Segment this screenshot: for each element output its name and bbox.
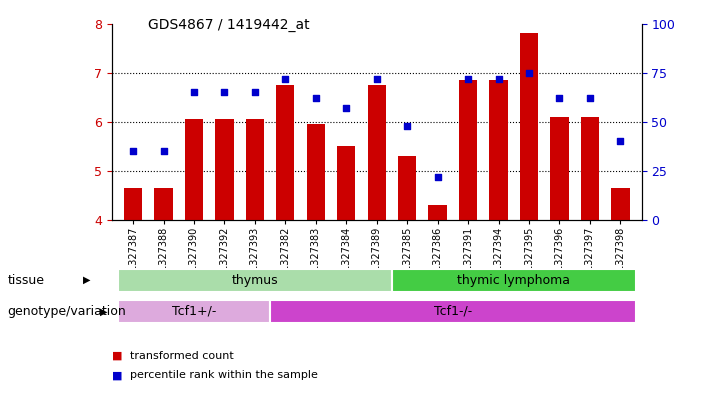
Bar xyxy=(154,188,172,220)
Point xyxy=(249,89,261,95)
Text: thymic lymphoma: thymic lymphoma xyxy=(457,274,570,286)
Bar xyxy=(306,124,325,220)
Text: ▶: ▶ xyxy=(100,307,107,317)
Bar xyxy=(398,156,416,220)
Text: thymus: thymus xyxy=(231,274,278,286)
Bar xyxy=(392,268,636,292)
Bar xyxy=(276,85,294,220)
Point xyxy=(158,148,169,154)
Text: Tcf1+/-: Tcf1+/- xyxy=(172,305,216,318)
Text: genotype/variation: genotype/variation xyxy=(7,305,126,318)
Text: Tcf1-/-: Tcf1-/- xyxy=(434,305,472,318)
Point xyxy=(218,89,230,95)
Point xyxy=(584,95,596,101)
Bar xyxy=(270,300,636,323)
Point xyxy=(432,174,443,180)
Point xyxy=(340,105,352,111)
Point xyxy=(371,75,383,82)
Point xyxy=(462,75,474,82)
Text: ■: ■ xyxy=(112,370,123,380)
Bar xyxy=(611,188,629,220)
Point xyxy=(492,75,504,82)
Bar xyxy=(246,119,264,220)
Bar xyxy=(118,268,392,292)
Bar xyxy=(520,33,538,220)
Point xyxy=(402,123,413,129)
Bar xyxy=(118,300,270,323)
Bar xyxy=(337,147,355,220)
Point xyxy=(614,138,626,145)
Bar xyxy=(581,117,599,220)
Bar xyxy=(490,80,508,220)
Bar xyxy=(459,80,477,220)
Text: ■: ■ xyxy=(112,351,123,361)
Point xyxy=(554,95,565,101)
Bar xyxy=(124,188,142,220)
Point xyxy=(310,95,322,101)
Point xyxy=(280,75,291,82)
Bar xyxy=(368,85,386,220)
Bar xyxy=(185,119,203,220)
Text: ▶: ▶ xyxy=(83,275,90,285)
Text: transformed count: transformed count xyxy=(130,351,234,361)
Point xyxy=(523,70,535,76)
Text: percentile rank within the sample: percentile rank within the sample xyxy=(130,370,318,380)
Bar xyxy=(428,205,447,220)
Point xyxy=(128,148,139,154)
Text: tissue: tissue xyxy=(7,274,44,287)
Bar xyxy=(216,119,234,220)
Point xyxy=(188,89,200,95)
Bar xyxy=(550,117,569,220)
Text: GDS4867 / 1419442_at: GDS4867 / 1419442_at xyxy=(148,18,309,32)
